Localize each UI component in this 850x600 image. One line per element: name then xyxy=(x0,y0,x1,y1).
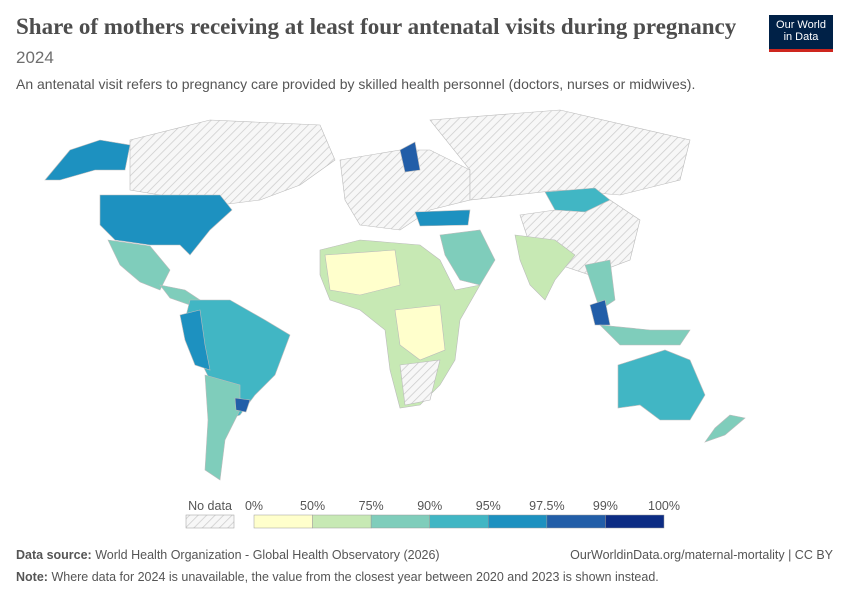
title: Share of mothers receiving at least four… xyxy=(16,14,737,39)
sahel[interactable] xyxy=(324,249,401,296)
india[interactable] xyxy=(514,234,576,301)
peru[interactable] xyxy=(179,309,211,371)
uruguay[interactable] xyxy=(234,397,251,413)
mexico[interactable] xyxy=(107,239,171,291)
legend-tick-label: 95% xyxy=(476,499,501,513)
legend-bin[interactable] xyxy=(605,514,665,529)
central-africa[interactable] xyxy=(394,304,446,361)
logo-line: in Data xyxy=(783,31,819,43)
legend-no-data-label: No data xyxy=(188,499,232,513)
legend-tick-label: 75% xyxy=(359,499,384,513)
indonesia[interactable] xyxy=(599,324,691,346)
legend-tick-label: 90% xyxy=(417,499,442,513)
logo[interactable]: Our World in Data xyxy=(769,15,833,52)
legend-tick-label: 0% xyxy=(245,499,263,513)
australia[interactable] xyxy=(617,349,706,421)
note: Note: Where data for 2024 is unavailable… xyxy=(16,570,659,584)
year: 2024 xyxy=(16,48,54,67)
map: No data 0% 50% 75% 90% 95% 97.5% 99% 100% xyxy=(44,109,746,529)
url[interactable]: OurWorldinData.org/maternal-mortality | … xyxy=(570,548,833,562)
canada[interactable] xyxy=(129,119,336,206)
legend-no-data[interactable] xyxy=(185,514,235,529)
russia[interactable] xyxy=(429,109,691,201)
legend-bin[interactable] xyxy=(253,514,313,529)
usa[interactable] xyxy=(99,194,233,256)
turkey[interactable] xyxy=(414,209,471,227)
source: Data source: World Health Organization -… xyxy=(16,548,440,562)
legend-bin[interactable] xyxy=(370,514,430,529)
southern-africa[interactable] xyxy=(399,359,441,406)
alaska[interactable] xyxy=(44,139,131,181)
new-zealand[interactable] xyxy=(704,414,746,443)
legend-tick-label: 50% xyxy=(300,499,325,513)
finland[interactable] xyxy=(399,141,421,173)
source-text: World Health Organization - Global Healt… xyxy=(95,548,440,562)
legend-bin[interactable] xyxy=(546,514,606,529)
logo-line: Our World xyxy=(776,19,826,31)
legend-bin[interactable] xyxy=(312,514,372,529)
legend-bin[interactable] xyxy=(429,514,489,529)
note-text: Where data for 2024 is unavailable, the … xyxy=(51,570,659,584)
malaysia[interactable] xyxy=(589,299,611,326)
indochina[interactable] xyxy=(584,259,616,311)
countries xyxy=(44,109,746,481)
legend: No data 0% 50% 75% 90% 95% 97.5% 99% 100% xyxy=(185,499,680,529)
legend-tick-label: 100% xyxy=(648,499,680,513)
legend-bin[interactable] xyxy=(488,514,548,529)
legend-tick-label: 97.5% xyxy=(529,499,564,513)
subtitle: An antenatal visit refers to pregnancy c… xyxy=(16,76,696,92)
legend-tick-label: 99% xyxy=(593,499,618,513)
argentina[interactable] xyxy=(204,374,241,481)
source-label: Data source: xyxy=(16,548,92,562)
note-label: Note: xyxy=(16,570,48,584)
